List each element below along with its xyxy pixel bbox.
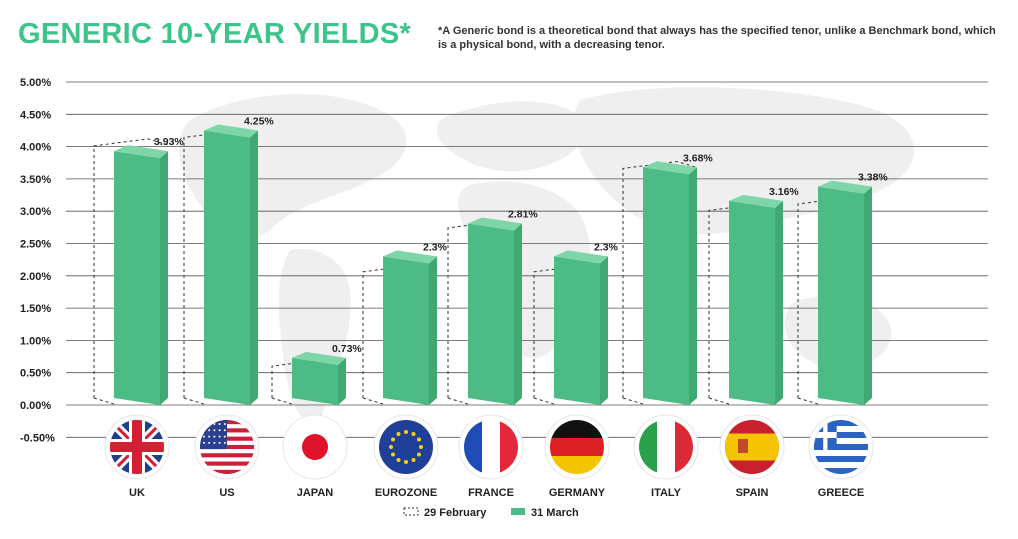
mar-bar-side (250, 130, 258, 405)
data-label: 4.25% (244, 115, 274, 127)
x-axis-label: JAPAN (297, 487, 334, 499)
mar-bar-front (292, 357, 338, 405)
x-axis-label: FRANCE (468, 487, 514, 499)
mar-bar-side (689, 167, 697, 405)
data-label: 3.93% (154, 136, 184, 148)
x-axis-label: GERMANY (549, 487, 606, 499)
mar-bar-side (775, 200, 783, 405)
mar-bar-top (643, 161, 697, 175)
mar-bar-top (729, 194, 783, 208)
y-tick-label: 4.50% (20, 109, 51, 121)
y-tick-label: 5.00% (20, 77, 51, 89)
legend-swatch-mar (511, 508, 525, 515)
greece-flag-icon (808, 414, 874, 480)
bars (93, 124, 873, 405)
y-axis-ticks: 5.00% 4.50% 4.00% 3.50% 3.00% 2.50% 2.00% 1.50%… (20, 77, 55, 444)
data-label: 2.3% (423, 241, 448, 253)
mar-bar-top (114, 145, 168, 159)
us-flag-icon (194, 414, 260, 480)
legend: 29 February 31 March (403, 507, 579, 519)
feb-bar-outline (93, 138, 169, 398)
mar-bar-front (468, 223, 514, 405)
eu-flag-icon (373, 414, 439, 480)
y-tick-label: 1.00% (20, 335, 51, 347)
italy-flag-icon (633, 414, 699, 480)
feb-bar-base (622, 397, 644, 405)
legend-label-mar: 31 March (531, 507, 579, 519)
data-label: 0.73% (332, 343, 362, 355)
x-axis-label: US (219, 487, 234, 499)
y-tick-label: 0.50% (20, 368, 51, 380)
y-tick-label: -0.50% (20, 432, 55, 444)
mar-bar-front (643, 167, 689, 405)
data-label: 2.81% (508, 208, 538, 220)
feb-bar-base (533, 397, 555, 405)
feb-bar-base (271, 397, 293, 405)
feb-bar-base (93, 397, 115, 405)
germany-flag-icon (544, 414, 610, 480)
mar-bar-top (204, 124, 258, 138)
feb-bar-base (708, 397, 730, 405)
mar-bar-front (114, 151, 160, 405)
mar-bar-front (554, 256, 600, 405)
mar-bar-side (429, 256, 437, 405)
mar-bar-side (600, 256, 608, 405)
legend-swatch-feb (403, 507, 419, 516)
japan-flag-icon (282, 414, 348, 480)
y-tick-label: 0.00% (20, 400, 51, 412)
data-label: 3.16% (769, 186, 799, 198)
mar-bar-top (818, 180, 872, 194)
x-axis-label: ITALY (651, 487, 682, 499)
data-label: 2.3% (594, 241, 619, 253)
footnote: *A Generic bond is a theoretical bond th… (438, 25, 996, 51)
mar-bar-top (383, 250, 437, 264)
y-tick-label: 1.50% (20, 303, 51, 315)
mar-bar-front (818, 186, 864, 405)
y-tick-label: 3.00% (20, 206, 51, 218)
mar-bar-top (554, 250, 608, 264)
chart-title: GENERIC 10-YEAR YIELDS* (18, 18, 412, 50)
y-tick-label: 4.00% (20, 142, 51, 154)
mar-bar-side (864, 186, 872, 405)
x-axis-label: SPAIN (736, 487, 769, 499)
world-map-background (179, 87, 914, 422)
x-axis-labels: UK US JAPAN EUROZONE FRANCE GERMANY ITALY SPAIN… (129, 487, 864, 499)
data-labels: 3.93% 4.25% 0.73% 2.3% 2.81% 2.3% 3.68% 3.16% 3.… (154, 115, 888, 354)
feb-bar-base (183, 397, 205, 405)
data-label: 3.38% (858, 172, 888, 184)
y-tick-label: 3.50% (20, 174, 51, 186)
y-tick-label: 2.00% (20, 271, 51, 283)
feb-bar-outline (622, 160, 698, 398)
feb-bar-base (797, 397, 819, 405)
x-axis-label: GREECE (818, 487, 864, 499)
mar-bar-front (383, 256, 429, 405)
feb-bar-base (362, 397, 384, 405)
legend-label-feb: 29 February (424, 507, 487, 519)
mar-bar-front (729, 200, 775, 405)
feb-bar-base (447, 397, 469, 405)
mar-bar-front (204, 130, 250, 405)
mar-bar-top (292, 351, 346, 365)
data-label: 3.68% (683, 152, 713, 164)
france-flag-icon (458, 414, 524, 480)
flags (104, 414, 874, 480)
x-axis-label: EUROZONE (375, 487, 437, 499)
mar-bar-side (514, 223, 522, 405)
mar-bar-side (160, 151, 168, 405)
x-axis-label: UK (129, 487, 145, 499)
mar-bar-top (468, 217, 522, 231)
y-tick-label: 2.50% (20, 239, 51, 251)
mar-bar-side (338, 357, 346, 405)
spain-flag-icon (719, 414, 785, 480)
uk-flag-icon (104, 414, 170, 480)
